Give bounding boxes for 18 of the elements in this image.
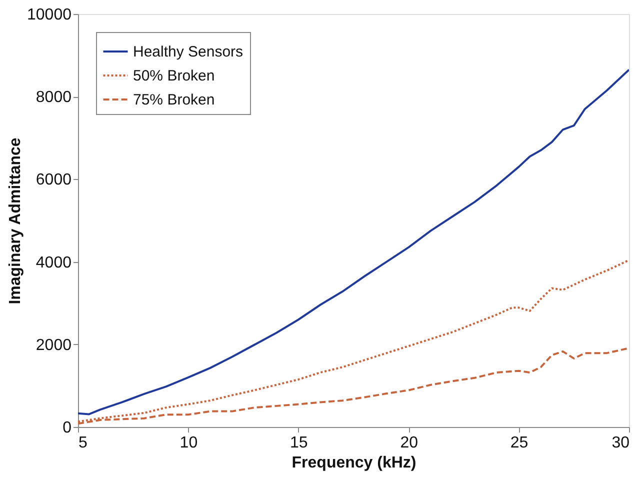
line-series [78, 68, 629, 416]
y-tick-label: 4000 [36, 254, 72, 272]
y-tick-label: 10000 [27, 6, 72, 24]
legend-label: 75% Broken [133, 92, 215, 108]
y-tick-label: 6000 [36, 172, 72, 189]
x-tick-label: 30 [612, 434, 630, 452]
x-tick-label: 10 [180, 434, 198, 452]
x-tick-label: 5 [78, 434, 88, 452]
x-axis-title: Frequency (kHz) [292, 454, 416, 472]
y-tick-label: 8000 [36, 89, 72, 106]
x-tick-label: 20 [400, 434, 418, 452]
x-tick-label: 25 [510, 434, 528, 452]
legend-label: 50% Broken [133, 68, 215, 84]
x-tick-label: 15 [290, 434, 308, 452]
y-axis-title: Imaginary Admittance [7, 138, 24, 304]
legend-label: Healthy Sensors [133, 44, 244, 60]
y-tick-label: 0 [62, 420, 72, 436]
y-tick-label: 2000 [36, 336, 72, 354]
